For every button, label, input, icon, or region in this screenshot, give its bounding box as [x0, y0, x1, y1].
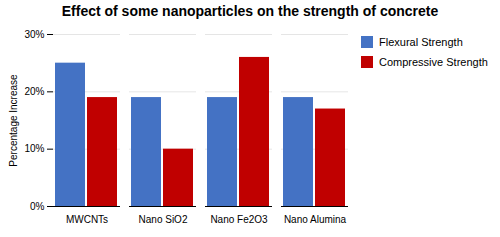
- html-text:Flexural Strength: Flexural Strength: [379, 36, 463, 48]
- svg-text:20%: 20%: [24, 86, 44, 97]
- html-text:Compressive Strength: Compressive Strength: [379, 56, 488, 68]
- svg-text:0%: 0%: [30, 201, 45, 212]
- svg-text:Nano Alumina: Nano Alumina: [284, 214, 347, 225]
- svg-text:MWCNTs: MWCNTs: [66, 214, 108, 225]
- html-text:Effect of some nanoparticles o: Effect of some nanoparticles on the stre…: [61, 3, 439, 19]
- svg-text:Percentage Increase: Percentage Increase: [8, 74, 19, 167]
- svg-text:Nano Fe2O3: Nano Fe2O3: [210, 214, 268, 225]
- svg-text:Nano SiO2: Nano SiO2: [139, 214, 188, 225]
- svg-text:10%: 10%: [24, 143, 44, 154]
- svg-text:30%: 30%: [24, 29, 44, 40]
